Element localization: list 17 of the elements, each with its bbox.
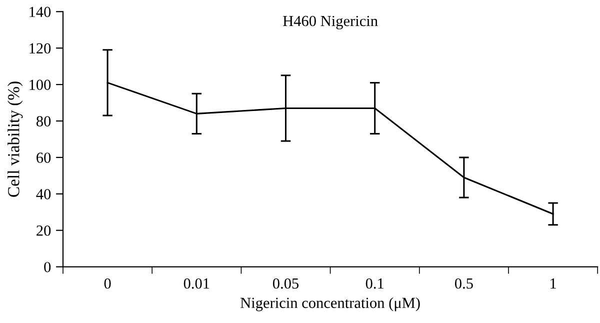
x-tick-label: 0.01 — [184, 278, 210, 289]
chart-title: H460 Nigericin — [283, 16, 378, 30]
x-axis-title: Nigericin concentration (μM) — [240, 297, 420, 312]
y-tick-label: 20 — [36, 225, 51, 236]
y-tick-label: 100 — [30, 80, 51, 90]
x-tick-label: 0.5 — [454, 278, 473, 289]
x-tick-label: 0.1 — [366, 278, 384, 289]
y-tick-label: 140 — [30, 6, 51, 18]
y-tick-label: 60 — [36, 152, 51, 163]
x-tick-label: 1 — [550, 278, 556, 289]
x-tick-label: 0.05 — [272, 278, 299, 289]
y-tick-label: 0 — [44, 262, 51, 272]
y-axis-title: Cell viability (%) — [8, 82, 23, 197]
x-tick-label: 0 — [104, 278, 111, 289]
y-tick-label: 80 — [36, 116, 51, 126]
y-tick-label: 40 — [36, 189, 51, 200]
y-tick-label: 120 — [30, 43, 51, 54]
